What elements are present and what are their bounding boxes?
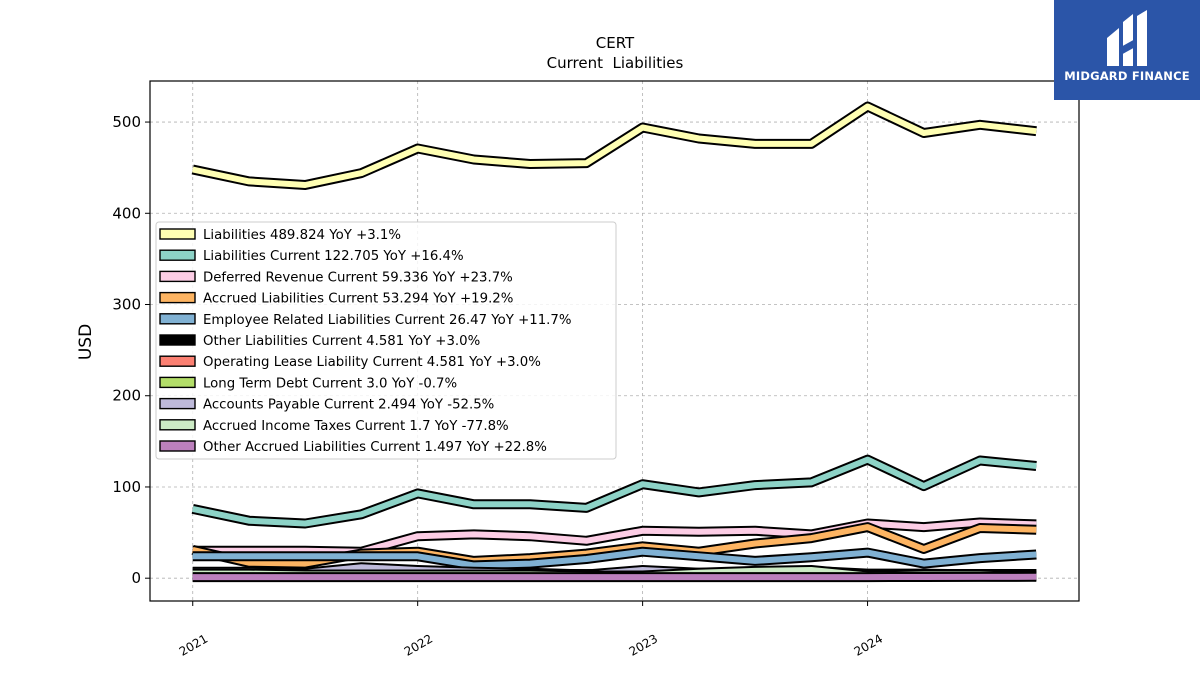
legend-swatch: [159, 291, 196, 304]
series-line: [192, 103, 1037, 188]
series-1: [191, 454, 1037, 529]
legend: Liabilities 489.824 YoY +3.1% Liabilities…: [155, 221, 617, 460]
legend-label: Accrued Liabilities Current 53.294 YoY +…: [203, 292, 513, 307]
legend-label: Operating Lease Liability Current 4.581 …: [203, 355, 541, 370]
y-tick-label: 500: [112, 113, 141, 131]
y-tick-label: 300: [112, 296, 141, 314]
legend-swatch: [159, 270, 196, 283]
legend-label: Accounts Payable Current 2.494 YoY -52.5…: [203, 398, 494, 413]
legend-swatch: [159, 249, 196, 261]
legend-label: Other Liabilities Current 4.581 YoY +3.0…: [203, 334, 480, 349]
plot-frame: [149, 80, 1080, 602]
legend-entry: Accrued Income Taxes Current 1.7 YoY -77…: [159, 419, 509, 434]
legend-entry: Liabilities 489.824 YoY +3.1%: [159, 228, 401, 243]
logo-text: MIDGARD FINANCE: [1064, 69, 1190, 83]
y-tick-label: 0: [131, 569, 141, 587]
legend-entry: Accounts Payable Current 2.494 YoY -52.5…: [159, 397, 494, 413]
series-lines: [191, 101, 1037, 583]
logo-mark-icon: [1107, 10, 1147, 66]
legend-box: [155, 221, 617, 460]
legend-swatch: [159, 376, 196, 389]
series-line: [192, 519, 1037, 555]
series-line: [192, 456, 1037, 527]
legend-label: Liabilities 489.824 YoY +3.1%: [203, 228, 401, 243]
y-axis-label: USD: [76, 324, 96, 360]
series-4: [192, 546, 1037, 571]
axis-ticks: 0 100 200 300 400 500 2021 2022 2023 2024: [112, 113, 885, 659]
midgard-finance-logo: MIDGARD FINANCE: [1054, 0, 1200, 100]
legend-entry: Employee Related Liabilities Current 26.…: [159, 313, 572, 328]
legend-entry: Other Liabilities Current 4.581 YoY +3.0…: [159, 334, 480, 349]
chart-subtitle: Current Liabilities: [547, 54, 684, 72]
legend-swatch: [159, 397, 196, 410]
legend-swatch: [159, 313, 196, 325]
y-tick-label: 400: [112, 204, 141, 222]
legend-label: Employee Related Liabilities Current 26.…: [203, 313, 572, 328]
x-tick-label: 2021: [177, 631, 210, 658]
legend-swatch: [159, 355, 196, 367]
legend-swatch: [159, 334, 196, 346]
legend-swatch: [159, 228, 196, 240]
series-0: [191, 101, 1037, 190]
y-tick-label: 200: [112, 387, 141, 405]
legend-swatch: [159, 419, 196, 431]
legend-entry: Liabilities Current 122.705 YoY +16.4%: [159, 249, 464, 264]
legend-entry: Long Term Debt Current 3.0 YoY -0.7%: [159, 376, 457, 391]
legend-entry: Accrued Liabilities Current 53.294 YoY +…: [159, 291, 513, 307]
legend-entry: Deferred Revenue Current 59.336 YoY +23.…: [159, 270, 513, 285]
legend-entry: Operating Lease Liability Current 4.581 …: [159, 355, 541, 370]
legend-label: Other Accrued Liabilities Current 1.497 …: [203, 440, 547, 455]
series-outline: [191, 454, 1037, 529]
series-2: [192, 517, 1037, 557]
legend-label: Liabilities Current 122.705 YoY +16.4%: [203, 249, 464, 264]
legend-entry: Other Accrued Liabilities Current 1.497 …: [159, 440, 547, 455]
legend-label: Long Term Debt Current 3.0 YoY -0.7%: [203, 376, 457, 391]
series-line: [192, 548, 1037, 569]
x-tick-label: 2023: [627, 631, 660, 658]
legend-swatch: [159, 440, 196, 452]
chart-title: CERT: [596, 34, 635, 52]
legend-label: Accrued Income Taxes Current 1.7 YoY -77…: [203, 419, 509, 434]
legend-label: Deferred Revenue Current 59.336 YoY +23.…: [203, 270, 513, 285]
x-tick-label: 2024: [852, 631, 885, 658]
x-tick-label: 2022: [402, 631, 435, 658]
y-tick-label: 100: [112, 478, 141, 496]
